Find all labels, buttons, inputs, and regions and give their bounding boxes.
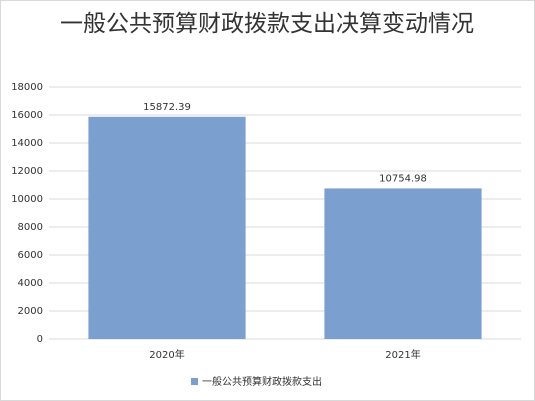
legend-label: 一般公共预算财政拨款支出 — [202, 375, 322, 388]
y-tick-label: 18000 — [11, 82, 43, 93]
y-tick-label: 0 — [37, 334, 43, 345]
y-tick-label: 8000 — [18, 222, 43, 233]
bar — [324, 188, 482, 339]
y-tick-label: 12000 — [11, 166, 43, 177]
value-label: 15872.39 — [143, 102, 191, 113]
chart-title: 一般公共预算财政拨款支出决算变动情况 — [60, 11, 474, 37]
y-tick-label: 6000 — [18, 250, 43, 261]
y-tick-label: 14000 — [11, 138, 43, 149]
x-tick-label: 2021年 — [385, 348, 420, 361]
y-tick-label: 2000 — [18, 306, 43, 317]
x-tick-label: 2020年 — [149, 348, 184, 361]
value-label: 10754.98 — [379, 173, 427, 184]
y-tick-label: 4000 — [18, 278, 43, 289]
legend-swatch — [191, 378, 198, 385]
y-tick-label: 10000 — [11, 194, 43, 205]
y-tick-label: 16000 — [11, 110, 43, 121]
bar — [88, 116, 246, 340]
